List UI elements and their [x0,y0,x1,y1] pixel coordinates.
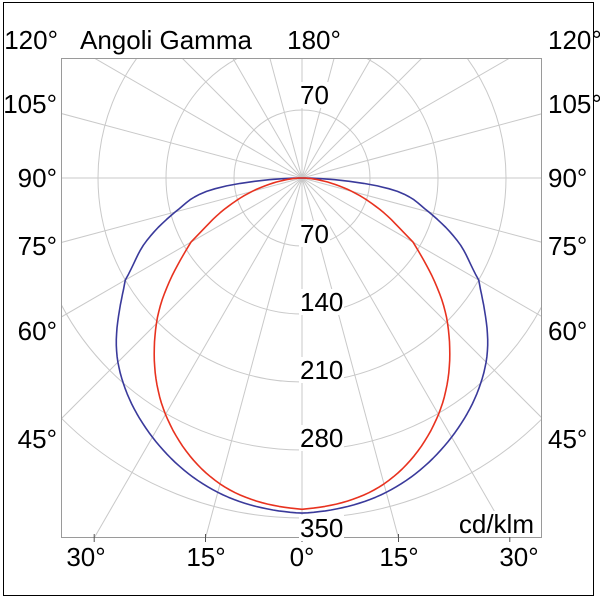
angular-gridline [301,58,372,179]
gamma-label-left-120: 120° [4,25,58,55]
gamma-label-right-75: 75° [548,231,588,261]
angular-gridline [301,113,542,179]
angular-gridline [94,58,303,179]
angular-gridline [61,113,303,179]
radial-scale-140: 140 [299,287,345,317]
angular-gridline [61,177,303,318]
radial-scale-280: 280 [299,423,345,453]
radial-scale-350: 350 [299,513,345,543]
gamma-label-bottom-0: 0° [289,542,315,572]
angular-gridline [301,177,399,538]
gamma-label-top-180: 180° [287,25,341,55]
angular-gridline [205,177,303,538]
gamma-label-bottom-30-left: 30° [66,542,106,572]
gamma-label-right-45: 45° [548,424,588,454]
chart-title: Angoli Gamma [80,25,252,55]
angular-gridline [301,177,542,419]
angular-gridline [61,177,303,243]
gamma-label-right-90: 90° [548,163,588,193]
gamma-label-left-45: 45° [17,424,57,454]
gamma-label-right-120: 120° [548,25,600,55]
angular-gridline [301,58,423,179]
angular-gridline [93,177,303,538]
gamma-label-bottom-15-left: 15° [186,542,226,572]
angular-gridline [269,58,303,179]
angular-gridline [61,177,303,420]
gamma-label-bottom-15-right: 15° [379,542,419,572]
angular-gridline [301,177,542,243]
angular-gridline [232,58,303,179]
photometric-curve-red [153,177,451,511]
gamma-label-left-105: 105° [3,89,57,119]
gamma-label-right-105: 105° [548,89,600,119]
photometric-curves [115,177,489,514]
angular-gridline [301,58,335,179]
gamma-label-left-75: 75° [17,231,57,261]
radial-scale-70-top: 70 [299,80,330,110]
gamma-label-left-60: 60° [17,316,57,346]
angular-gridline [301,177,511,538]
radial-scale-70: 70 [299,219,330,249]
photometric-curve-blue [115,177,489,514]
angular-gridline [181,58,303,179]
gamma-label-right-60: 60° [548,316,588,346]
units-label: cd/klm [457,509,535,539]
angular-gridline [301,177,542,317]
outer-border [3,2,594,596]
radial-scale-210: 210 [299,355,345,385]
angular-gridline [301,58,510,179]
gamma-label-left-90: 90° [17,163,57,193]
gamma-label-bottom-30-right: 30° [499,542,539,572]
